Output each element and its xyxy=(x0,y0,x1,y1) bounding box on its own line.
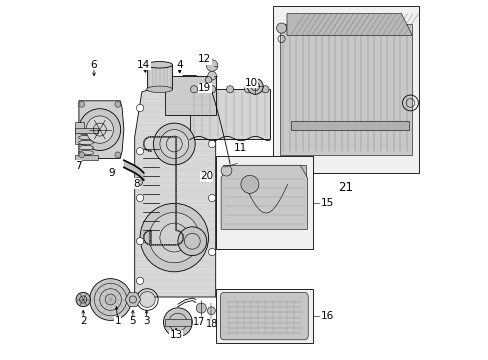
Bar xyxy=(215,289,312,343)
Ellipse shape xyxy=(146,62,172,68)
Text: 8: 8 xyxy=(133,179,140,189)
Circle shape xyxy=(207,71,216,80)
Bar xyxy=(165,319,190,326)
Circle shape xyxy=(276,23,286,33)
Circle shape xyxy=(136,194,143,202)
Ellipse shape xyxy=(79,145,94,150)
Circle shape xyxy=(79,152,84,158)
Circle shape xyxy=(208,86,215,93)
Text: 21: 21 xyxy=(338,181,353,194)
Bar xyxy=(75,128,98,133)
Circle shape xyxy=(134,177,142,186)
Circle shape xyxy=(244,86,251,93)
Bar xyxy=(215,156,312,249)
Circle shape xyxy=(89,279,131,320)
Ellipse shape xyxy=(79,135,94,140)
Circle shape xyxy=(221,165,231,176)
Ellipse shape xyxy=(79,150,94,155)
Circle shape xyxy=(241,175,258,193)
Bar xyxy=(223,165,305,180)
Bar xyxy=(290,121,408,130)
Text: 11: 11 xyxy=(234,143,247,153)
Circle shape xyxy=(136,277,143,284)
Ellipse shape xyxy=(79,130,94,135)
Text: 6: 6 xyxy=(90,60,97,70)
Polygon shape xyxy=(221,165,307,229)
Circle shape xyxy=(160,130,188,158)
Text: 9: 9 xyxy=(108,168,114,178)
Text: 16: 16 xyxy=(320,311,333,321)
Text: 14: 14 xyxy=(137,60,150,70)
Circle shape xyxy=(205,77,211,83)
Circle shape xyxy=(261,86,268,93)
Text: 1: 1 xyxy=(114,316,121,326)
Circle shape xyxy=(76,292,90,307)
Circle shape xyxy=(115,102,121,107)
Circle shape xyxy=(206,60,218,71)
Text: 5: 5 xyxy=(129,316,136,326)
Circle shape xyxy=(190,86,197,93)
Circle shape xyxy=(163,308,192,337)
Text: 2: 2 xyxy=(80,316,86,326)
Circle shape xyxy=(136,148,143,155)
Circle shape xyxy=(153,123,195,165)
Text: 3: 3 xyxy=(143,316,150,326)
Text: 18: 18 xyxy=(205,319,218,329)
Polygon shape xyxy=(286,14,411,35)
Circle shape xyxy=(136,238,143,245)
Text: 7: 7 xyxy=(75,161,81,171)
Text: 12: 12 xyxy=(198,54,211,64)
Text: 15: 15 xyxy=(320,198,333,208)
Circle shape xyxy=(178,227,206,256)
Bar xyxy=(272,6,419,173)
Bar xyxy=(75,155,98,160)
Text: 8: 8 xyxy=(133,179,140,189)
Circle shape xyxy=(139,292,155,307)
Circle shape xyxy=(207,307,215,315)
Circle shape xyxy=(196,303,206,313)
Polygon shape xyxy=(134,76,215,297)
Circle shape xyxy=(79,109,121,150)
Polygon shape xyxy=(125,293,141,306)
Text: 20: 20 xyxy=(200,171,213,181)
Circle shape xyxy=(140,203,208,272)
Text: 14: 14 xyxy=(137,60,150,70)
Text: 4: 4 xyxy=(176,60,183,70)
Circle shape xyxy=(226,86,233,93)
Text: 10: 10 xyxy=(244,78,258,88)
Circle shape xyxy=(149,212,199,263)
Circle shape xyxy=(208,194,215,202)
Circle shape xyxy=(79,102,84,107)
Polygon shape xyxy=(165,76,215,115)
Text: 13: 13 xyxy=(169,330,183,340)
Polygon shape xyxy=(279,24,411,155)
Bar xyxy=(75,122,83,144)
Bar xyxy=(146,65,172,89)
Circle shape xyxy=(247,78,263,94)
Text: 20: 20 xyxy=(200,171,213,181)
Ellipse shape xyxy=(79,156,94,160)
Circle shape xyxy=(86,116,113,143)
Ellipse shape xyxy=(79,140,94,145)
Ellipse shape xyxy=(146,86,172,93)
FancyBboxPatch shape xyxy=(220,292,307,340)
Circle shape xyxy=(115,152,121,158)
Circle shape xyxy=(208,140,215,148)
Text: 4: 4 xyxy=(176,60,183,70)
Text: 17: 17 xyxy=(193,318,205,328)
Circle shape xyxy=(136,104,143,112)
Text: 19: 19 xyxy=(198,83,211,93)
Polygon shape xyxy=(189,89,269,139)
Circle shape xyxy=(208,248,215,256)
Polygon shape xyxy=(79,101,123,158)
